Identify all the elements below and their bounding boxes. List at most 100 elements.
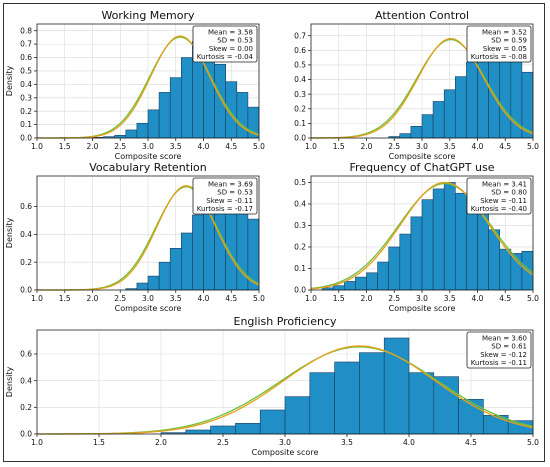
x-tick-label: 5.0 (527, 294, 539, 303)
x-tick-label: 5.0 (527, 438, 539, 447)
histogram-bar (309, 372, 335, 435)
y-tick-label: 0.1 (294, 119, 306, 128)
stats-box (192, 25, 258, 63)
x-tick-label: 3.5 (170, 142, 182, 151)
y-tick-label: 0.2 (20, 107, 32, 116)
y-axis-label: Density (5, 367, 14, 398)
y-tick-label: 0.4 (20, 80, 32, 89)
x-tick-label: 2.5 (388, 294, 400, 303)
normal-curve (310, 181, 534, 290)
chart-panel-0: 1.0 1.5 2.0 2.5 3.0 3.5 4.0 4.5 5.0 0.0 0.1 0.2 0.3 0… (5, 9, 265, 161)
histogram-bar (488, 229, 501, 291)
y-tick-label: 0.4 (294, 200, 306, 209)
stats-box (192, 177, 258, 215)
histogram-bar (125, 129, 138, 139)
stats-box (466, 331, 532, 369)
histogram-bar (181, 232, 193, 291)
histogram-bar (158, 261, 171, 291)
chart-panel-3: 1.0 1.5 2.0 2.5 3.0 3.5 4.0 4.5 5.0 0.0 0.1 0.2 0.3 0… (294, 161, 539, 313)
x-tick-label: 2.0 (361, 294, 373, 303)
y-tick-label: 0.6 (20, 53, 32, 62)
histogram-bar (399, 233, 412, 291)
stats-line: SD = 0.80 (491, 189, 527, 197)
histogram-bar (443, 182, 456, 291)
histogram-bar (334, 361, 360, 435)
chart-title: English Proficiency (234, 315, 337, 328)
x-axis-label: Composite score (389, 304, 456, 313)
histogram-bar (432, 188, 445, 291)
x-axis-label: Composite score (115, 304, 182, 313)
x-tick-label: 2.0 (87, 294, 99, 303)
y-tick-label: 0.5 (20, 67, 32, 76)
normal-curve (37, 345, 534, 435)
histogram-bar (136, 122, 149, 139)
histogram-bar (499, 248, 512, 291)
histogram-bar (399, 133, 412, 139)
y-tick-label: 0.7 (294, 31, 306, 40)
chart-title: Attention Control (375, 9, 469, 22)
stats-line: Kurtosis = -0.04 (197, 53, 254, 61)
histogram-bar (466, 210, 478, 291)
stats-line: Skew = -0.11 (206, 197, 253, 205)
stats-line: SD = 0.53 (217, 37, 253, 45)
histogram-bar (366, 272, 378, 291)
x-tick-label: 2.0 (155, 438, 167, 447)
histogram-bar (421, 199, 434, 291)
histogram-bar (192, 214, 204, 291)
x-axis-label: Composite score (389, 152, 456, 161)
stats-line: Mean = 3.69 (208, 181, 253, 189)
histogram-bar (259, 409, 286, 435)
x-tick-label: 4.0 (472, 294, 484, 303)
histogram-bar (147, 109, 160, 139)
y-tick-label: 0.6 (20, 202, 32, 211)
chart-title: Vocabulary Retention (89, 161, 207, 174)
x-axis-label: Composite score (115, 152, 182, 161)
y-tick-label: 0.1 (294, 264, 306, 273)
x-tick-label: 3.0 (279, 438, 291, 447)
histogram-bar (136, 282, 149, 291)
x-tick-label: 3.0 (142, 142, 154, 151)
y-tick-label: 0.3 (20, 93, 32, 102)
y-tick-label: 0.4 (20, 230, 32, 239)
histogram-bar (377, 261, 390, 291)
stats-line: Kurtosis = -0.08 (471, 53, 527, 61)
stats-line: Mean = 3.58 (208, 29, 253, 37)
histogram-bar (410, 126, 423, 139)
histogram-bar (343, 281, 356, 291)
histogram-bar (408, 372, 435, 435)
y-tick-label: 0.2 (20, 403, 32, 412)
stats-line: SD = 0.61 (491, 343, 527, 351)
y-tick-label: 0.0 (20, 430, 32, 439)
x-tick-label: 1.0 (31, 294, 43, 303)
histogram-bar (454, 192, 467, 291)
stats-line: SD = 0.59 (491, 37, 527, 45)
x-tick-label: 1.5 (59, 142, 71, 151)
y-tick-label: 0.7 (20, 40, 32, 49)
plot-area (310, 175, 534, 291)
plot-area (36, 329, 534, 435)
histogram-bar (421, 114, 434, 139)
stats-line: Kurtosis = -0.11 (471, 359, 527, 367)
stats-line: Kurtosis = -0.40 (471, 205, 527, 213)
x-tick-label: 3.0 (416, 142, 428, 151)
stats-line: Skew = 0.00 (209, 45, 253, 53)
histogram-bar (432, 101, 445, 139)
stats-box (466, 177, 532, 215)
x-tick-label: 1.0 (305, 294, 317, 303)
histogram-bar (210, 425, 236, 435)
x-tick-label: 4.0 (198, 294, 210, 303)
stats-line: Mean = 3.60 (482, 335, 527, 343)
y-tick-label: 0.0 (294, 134, 306, 143)
x-tick-label: 5.0 (253, 142, 265, 151)
x-tick-label: 4.5 (225, 142, 237, 151)
x-tick-label: 3.5 (341, 438, 353, 447)
histogram-bar (235, 423, 261, 435)
y-tick-label: 0.6 (20, 350, 32, 359)
x-tick-label: 2.5 (114, 142, 126, 151)
x-tick-label: 3.5 (444, 294, 456, 303)
y-axis-label: Density (5, 66, 14, 97)
y-tick-label: 0.2 (20, 258, 32, 267)
histogram-bar (359, 352, 385, 435)
histogram-bar (477, 212, 489, 291)
